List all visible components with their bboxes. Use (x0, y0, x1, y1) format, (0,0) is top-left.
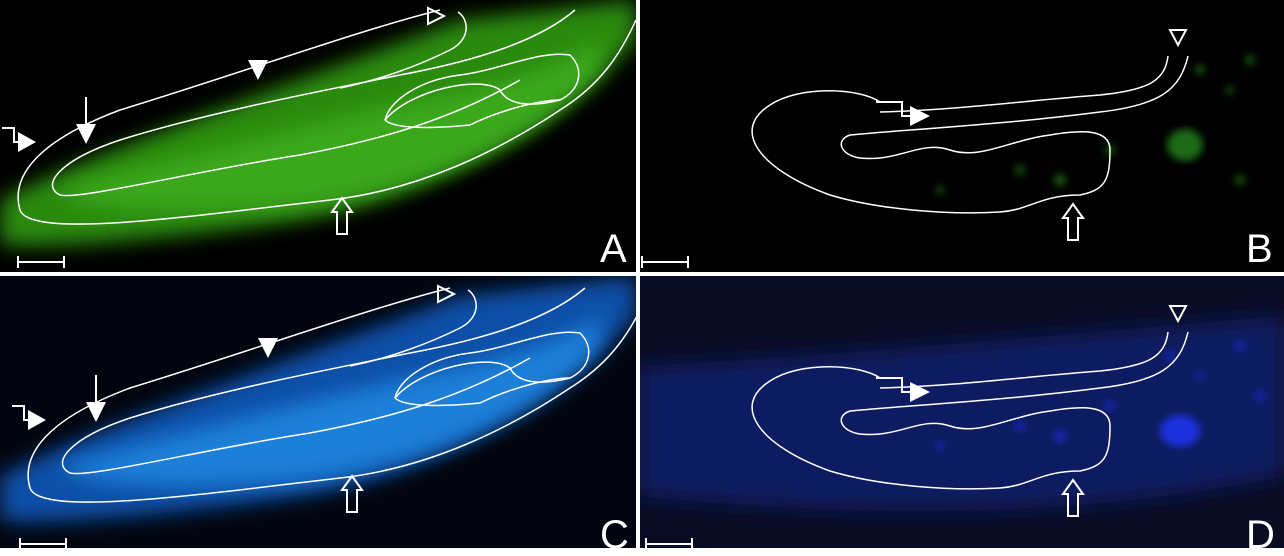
panel-label: A (600, 227, 627, 271)
panel-d: D (640, 276, 1284, 556)
panel-b: B (640, 0, 1284, 272)
panel-label: B (1246, 227, 1273, 271)
panel-a: A (0, 0, 636, 272)
panel-c: C (0, 276, 646, 556)
panel-label: D (1246, 513, 1275, 556)
figure: A B C D (0, 0, 1284, 556)
panel-label: C (600, 513, 629, 556)
